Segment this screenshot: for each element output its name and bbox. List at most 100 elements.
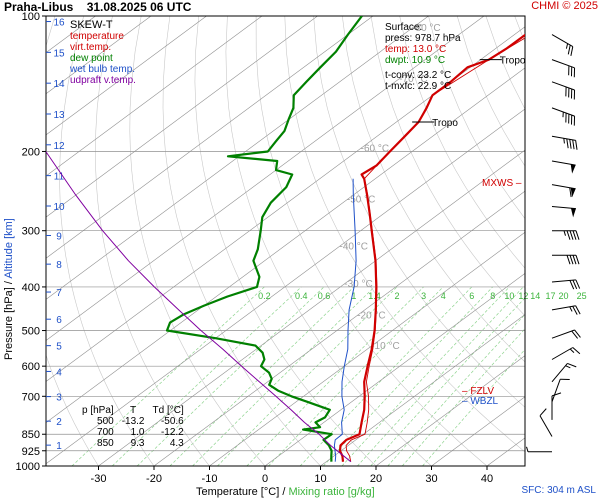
mixing-ratio-label: 1.4 — [368, 291, 381, 301]
x-label-temp: Temperature [°C] — [196, 486, 280, 498]
level-table-header: T — [130, 405, 137, 416]
level-table-header: Td [°C] — [152, 405, 184, 416]
level-table: p [hPa] T Td [°C] 500 -13.2 -50.6 700 1.… — [78, 405, 188, 449]
wind-barb — [552, 254, 580, 265]
wind-barb-flag — [560, 378, 570, 381]
isotherm-line — [375, 355, 525, 466]
wind-barb-flag — [569, 255, 574, 265]
surface-altitude: SFC: 304 m ASL — [521, 485, 596, 496]
wind-barb-flag — [570, 115, 573, 125]
wind-barb-flag — [566, 255, 571, 265]
mixing-ratio-label: 8 — [490, 291, 495, 301]
table-cell: 850 — [97, 438, 114, 449]
y-tick-label: 700 — [22, 391, 40, 403]
mixing-ratio-label: 1 — [351, 291, 356, 301]
altitude-tick-label: 4 — [56, 367, 62, 378]
wind-barb-staff — [551, 329, 575, 339]
wind-barb-flag — [573, 67, 576, 78]
isotherm-label: -20 °C — [357, 310, 385, 321]
x-tick-label: -20 — [146, 473, 162, 485]
wind-barb-staff — [551, 305, 576, 311]
wind-barb — [551, 59, 576, 78]
table-cell: -13.2 — [121, 416, 145, 427]
wind-barb — [552, 230, 580, 240]
table-row: 700 1.0 -12.2 — [78, 427, 188, 438]
legend-item-updraft: udpraft v.temp. — [70, 75, 136, 86]
x-tick-label: 20 — [370, 473, 382, 485]
wind-barb-half — [565, 365, 571, 369]
altitude-tick-label: 15 — [53, 48, 65, 59]
wind-barb-flag — [575, 305, 581, 315]
wind-barb-staff — [551, 379, 561, 402]
dry-adiabat — [572, 16, 600, 466]
legend-item-wet-bulb: wet bulb temp. — [70, 64, 136, 75]
wind-barb-flag — [569, 139, 572, 149]
wind-barb-half — [565, 43, 569, 49]
surface-tmxfc: t-mxfc: 22.9 °C — [385, 81, 452, 92]
wind-barb — [551, 362, 577, 383]
wind-barb — [551, 305, 581, 315]
wind-barb — [551, 392, 562, 420]
mixing-ratio-label: 14 — [530, 291, 540, 301]
wind-barb-flag — [572, 279, 578, 290]
altitude-tick-label: 6 — [56, 315, 62, 326]
credit-label: CHMI © 2025 — [531, 0, 598, 12]
legend-item-virt-temp: virt.temp. — [70, 42, 112, 53]
table-row: 850 9.3 4.3 — [78, 438, 188, 449]
altitude-tick-label: 7 — [56, 288, 62, 299]
x-tick-label: -10 — [202, 473, 218, 485]
wind-barb-half — [569, 306, 573, 312]
table-cell: 9.3 — [130, 438, 145, 449]
wind-barb-staff — [551, 34, 574, 48]
x-tick-label: 30 — [425, 473, 437, 485]
altitude-tick-label: 5 — [56, 342, 62, 353]
wind-barb-half — [569, 348, 575, 353]
mixing-ratio-label: 0.6 — [318, 291, 331, 301]
wind-barb — [551, 160, 576, 174]
dry-adiabat — [342, 16, 525, 363]
wind-barb-flag — [567, 362, 577, 368]
altitude-tick-label: 3 — [56, 393, 62, 404]
altitude-tick-label: 12 — [53, 141, 65, 152]
wind-barb-flag — [569, 280, 575, 290]
isotherm-line — [46, 16, 207, 136]
wind-barb-flag — [571, 330, 579, 339]
legend-item-temperature: temperature — [70, 31, 124, 42]
wind-barb-flag — [573, 89, 576, 100]
wind-barb — [551, 378, 570, 402]
isotherm-line — [46, 67, 525, 424]
y-label-altitude: Altitude [km] — [3, 218, 15, 279]
wind-barb-staff — [551, 160, 576, 166]
surface-press: press: 978.7 hPa — [385, 33, 461, 44]
wind-barb-staff — [551, 347, 574, 360]
mixing-ratio-label: 0.2 — [258, 291, 271, 301]
wind-barb-flag — [575, 279, 581, 289]
isotherm-line — [46, 16, 374, 259]
wind-barb — [551, 34, 574, 56]
isotherm-label: -30 °C — [344, 279, 372, 290]
surface-box: Surface: press: 978.7 hPa temp: 13.0 °C … — [385, 22, 461, 92]
profiles — [46, 16, 525, 463]
y-tick-label: 300 — [22, 226, 40, 238]
y-axis-label: Pressure [hPa] / Altitude [km] — [3, 218, 15, 360]
mixing-ratio-line — [268, 286, 444, 466]
legend: SKEW-T temperature virt.temp. dew point … — [70, 20, 136, 87]
table-cell: 4.3 — [169, 438, 184, 449]
dry-adiabat — [428, 16, 525, 220]
wind-barb — [551, 81, 576, 100]
station-title: Praha-Libus 31.08.2025 06 UTC — [4, 0, 192, 14]
wind-barb-staff — [551, 363, 568, 383]
wind-barb — [551, 329, 581, 339]
altitude-tick-label: 16 — [53, 18, 65, 29]
isotherm-line — [264, 273, 525, 466]
y-tick-label: 850 — [22, 429, 40, 441]
isotherm-line — [46, 108, 525, 465]
wind-barb — [551, 184, 576, 198]
wind-barb-staff — [539, 415, 553, 437]
y-tick-label: 600 — [22, 361, 40, 373]
wind-barb-flag — [572, 230, 577, 240]
isotherm-line — [209, 231, 525, 466]
wind-barb-flag — [565, 113, 567, 123]
wind-barb-flag — [570, 88, 573, 99]
